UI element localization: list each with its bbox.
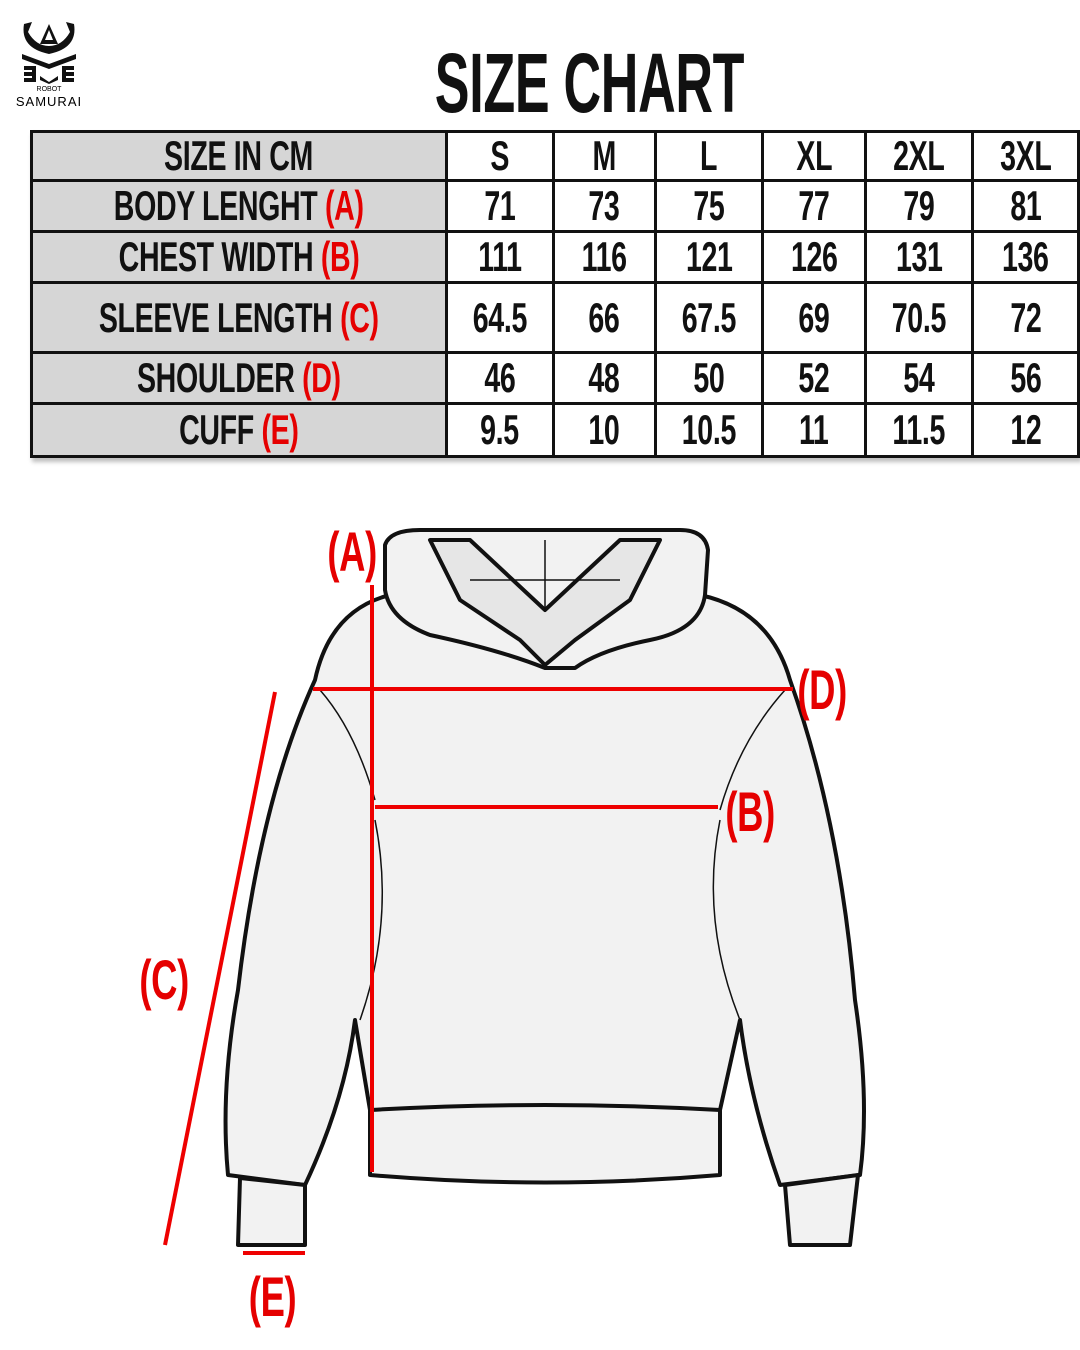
- size-header: XL: [761, 130, 868, 182]
- table-row: CUFF (E) 9.5 10 10.5 11 11.5 12: [30, 402, 1080, 458]
- page-title: SIZE CHART: [434, 36, 745, 130]
- row-label: BODY LENGHT (A): [30, 179, 448, 233]
- table-cell: 73: [551, 179, 657, 233]
- table-cell: 75: [653, 179, 765, 233]
- table-cell: 70.5: [864, 281, 975, 354]
- hoodie-details: [319, 540, 786, 1021]
- label-d: (D): [797, 658, 847, 721]
- size-table: SIZE IN CM S M L XL 2XL 3XL BODY LENGHT …: [30, 130, 1080, 458]
- line-c: [163, 691, 277, 1246]
- table-cell: 11.5: [864, 402, 975, 458]
- table-cell: 48: [551, 351, 657, 405]
- label-a: (A): [327, 520, 377, 583]
- size-header: S: [444, 130, 555, 182]
- table-cell: 64.5: [444, 281, 555, 354]
- size-header: M: [551, 130, 657, 182]
- hoodie-outline: [223, 528, 866, 1247]
- size-header: L: [653, 130, 765, 182]
- table-cell: 71: [444, 179, 555, 233]
- table-cell: 69: [761, 281, 868, 354]
- table-cell: 50: [653, 351, 765, 405]
- table-cell: 131: [864, 230, 975, 284]
- row-label: SLEEVE LENGTH (C): [30, 281, 448, 354]
- table-row: BODY LENGHT (A) 71 73 75 77 79 81: [30, 179, 1080, 233]
- table-row: CHEST WIDTH (B) 111 116 121 126 131 136: [30, 230, 1080, 284]
- label-b: (B): [725, 780, 775, 843]
- samurai-helmet-icon: [22, 22, 76, 84]
- brand-logo: ROBOT SAMURAI: [16, 18, 81, 110]
- measurement-lines: [163, 585, 793, 1255]
- size-header: 3XL: [971, 130, 1080, 182]
- table-cell: 116: [551, 230, 657, 284]
- table-cell: 136: [971, 230, 1080, 284]
- table-cell: 126: [761, 230, 868, 284]
- table-cell: 54: [864, 351, 975, 405]
- table-cell: 79: [864, 179, 975, 233]
- brand-line2: SAMURAI: [15, 94, 83, 109]
- table-cell: 9.5: [444, 402, 555, 458]
- label-e: (E): [249, 1265, 297, 1328]
- table-cell: 121: [653, 230, 765, 284]
- brand-line1: ROBOT: [36, 86, 62, 93]
- table-row: SLEEVE LENGTH (C) 64.5 66 67.5 69 70.5 72: [30, 281, 1080, 354]
- table-cell: 56: [971, 351, 1080, 405]
- hoodie-diagram: [163, 528, 866, 1255]
- table-cell: 10.5: [653, 402, 765, 458]
- table-cell: 11: [761, 402, 868, 458]
- table-cell: 72: [971, 281, 1080, 354]
- table-cell: 111: [444, 230, 555, 284]
- table-cell: 52: [761, 351, 868, 405]
- table-cell: 81: [971, 179, 1080, 233]
- table-row: SHOULDER (D) 46 48 50 52 54 56: [30, 351, 1080, 405]
- table-cell: 46: [444, 351, 555, 405]
- row-label: SHOULDER (D): [30, 351, 448, 405]
- table-cell: 67.5: [653, 281, 765, 354]
- corner-header: SIZE IN CM: [30, 130, 448, 182]
- table-cell: 77: [761, 179, 868, 233]
- table-cell: 10: [551, 402, 657, 458]
- table-cell: 66: [551, 281, 657, 354]
- size-header: 2XL: [864, 130, 975, 182]
- table-header-row: SIZE IN CM S M L XL 2XL 3XL: [30, 130, 1080, 182]
- table-cell: 12: [971, 402, 1080, 458]
- row-label: CHEST WIDTH (B): [30, 230, 448, 284]
- row-label: CUFF (E): [30, 402, 448, 458]
- label-c: (C): [139, 948, 189, 1011]
